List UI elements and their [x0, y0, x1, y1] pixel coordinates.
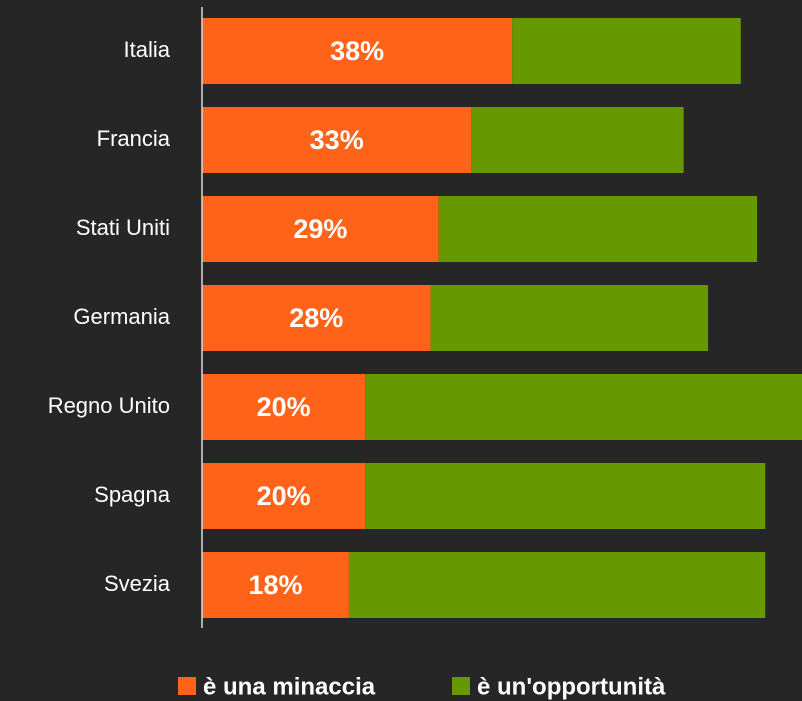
- bar-segment: [202, 552, 349, 618]
- legend-label: è un'opportunità: [477, 673, 666, 700]
- value-label: 20%: [257, 392, 311, 422]
- category-label: Germania: [73, 304, 170, 329]
- bar-segment: [202, 18, 513, 84]
- bar-segment: [348, 552, 766, 618]
- bar-segment: [365, 374, 802, 440]
- bar-segment: [202, 463, 366, 529]
- value-label: 29%: [293, 214, 347, 244]
- category-label: Stati Uniti: [76, 215, 170, 240]
- bar-segment: [438, 196, 758, 262]
- bar-segment: [512, 18, 741, 84]
- value-label: 33%: [310, 125, 364, 155]
- value-label: 20%: [257, 481, 311, 511]
- bar-segment: [202, 196, 439, 262]
- category-label: Svezia: [104, 571, 171, 596]
- category-label: Spagna: [94, 482, 171, 507]
- bar-segment: [365, 463, 766, 529]
- bar-segment: [471, 107, 684, 173]
- category-label: Italia: [124, 37, 171, 62]
- category-label: Francia: [97, 126, 171, 151]
- value-label: 18%: [248, 570, 302, 600]
- bar-segment: [430, 285, 709, 351]
- bar-segment: [202, 107, 472, 173]
- legend-swatch: [452, 677, 470, 695]
- legend-label: è una minaccia: [203, 673, 376, 700]
- bar-segment: [202, 285, 431, 351]
- category-label: Regno Unito: [48, 393, 170, 418]
- value-label: 38%: [330, 36, 384, 66]
- legend-swatch: [178, 677, 196, 695]
- bar-segment: [202, 374, 366, 440]
- value-label: 28%: [289, 303, 343, 333]
